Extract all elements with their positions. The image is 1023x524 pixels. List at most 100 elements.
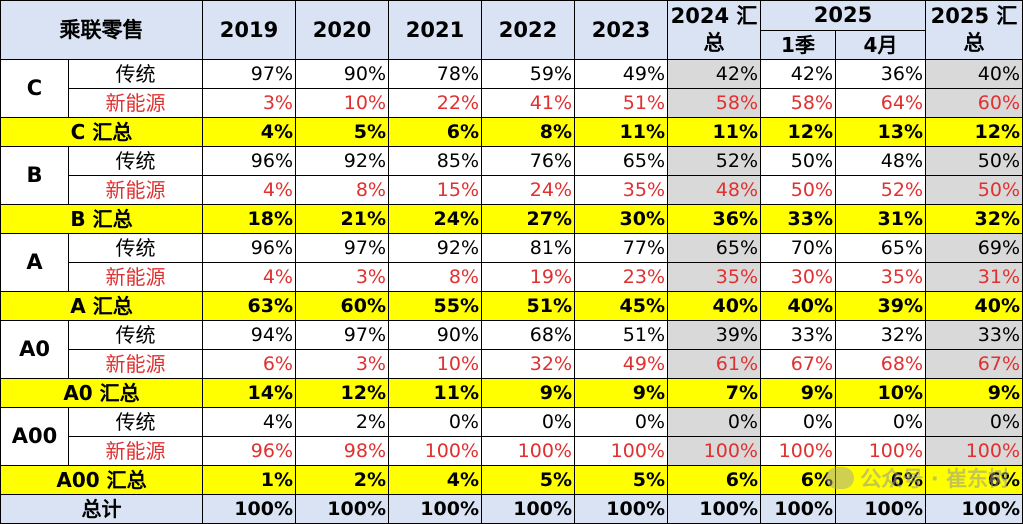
value-cell: 97% xyxy=(295,233,389,263)
total-value-cell: 12% xyxy=(925,117,1023,147)
value-cell: 94% xyxy=(202,320,296,350)
value-cell: 100% xyxy=(388,436,482,466)
segment-label: A00 xyxy=(0,407,69,466)
value-cell: 98% xyxy=(295,436,389,466)
total-value-cell: 14% xyxy=(202,378,296,408)
grand-total-row: 总计 100% 100% 100% 100% 100% 100% 100% 100% 100% xyxy=(0,494,1023,524)
value-cell: 40% xyxy=(925,59,1023,89)
total-value-cell: 12% xyxy=(760,117,836,147)
value-cell: 0% xyxy=(574,407,668,437)
total-value-cell: 8% xyxy=(481,117,575,147)
total-value-cell: 9% xyxy=(574,378,668,408)
value-cell: 65% xyxy=(667,233,761,263)
total-value-cell: 51% xyxy=(481,291,575,321)
grand-total-value-cell: 100% xyxy=(202,494,296,524)
segment-total-row: B 汇总 18% 21% 24% 27% 30% 36% 33% 31% 32% xyxy=(0,204,1023,234)
total-value-cell: 39% xyxy=(834,291,927,321)
value-cell: 96% xyxy=(202,146,296,176)
value-cell: 19% xyxy=(481,262,575,292)
grand-total-value-cell: 100% xyxy=(834,494,927,524)
year-header-2020: 2020 xyxy=(295,0,389,60)
total-value-cell: 4% xyxy=(388,465,482,495)
value-cell: 48% xyxy=(667,175,761,205)
value-cell: 100% xyxy=(481,436,575,466)
table-row: A 传统 96% 97% 92% 81% 77% 65% 70% 65% 69% xyxy=(0,233,1023,292)
value-cell: 32% xyxy=(834,320,927,350)
value-cell: 67% xyxy=(760,349,836,379)
segment-total-label: A00 汇总 xyxy=(0,465,203,495)
segment-total-row: A 汇总 63% 60% 55% 51% 45% 40% 40% 39% 40% xyxy=(0,291,1023,321)
value-cell: 68% xyxy=(834,349,927,379)
total-value-cell: 11% xyxy=(388,378,482,408)
value-cell: 49% xyxy=(574,59,668,89)
value-cell: 0% xyxy=(388,407,482,437)
total-value-cell: 40% xyxy=(925,291,1023,321)
grand-total-value-cell: 100% xyxy=(925,494,1023,524)
value-cell: 49% xyxy=(574,349,668,379)
segment-total-label: C 汇总 xyxy=(0,117,203,147)
grand-total-value-cell: 100% xyxy=(481,494,575,524)
value-cell: 3% xyxy=(295,349,389,379)
total-value-cell: 30% xyxy=(574,204,668,234)
value-cell: 65% xyxy=(574,146,668,176)
grand-total-value-cell: 100% xyxy=(667,494,761,524)
total-value-cell: 4% xyxy=(202,117,296,147)
total-value-cell: 6% xyxy=(388,117,482,147)
total-value-cell: 12% xyxy=(295,378,389,408)
value-cell: 97% xyxy=(202,59,296,89)
value-cell: 70% xyxy=(760,233,836,263)
value-cell: 51% xyxy=(574,88,668,118)
total-value-cell: 36% xyxy=(667,204,761,234)
table-row: 新能源 4% 3% 8% 19% 23% 35% 30% 35% 31% xyxy=(1,262,1023,292)
value-cell: 92% xyxy=(388,233,482,263)
value-cell: 10% xyxy=(295,88,389,118)
value-cell: 60% xyxy=(925,88,1023,118)
total-value-cell: 24% xyxy=(388,204,482,234)
value-cell: 69% xyxy=(925,233,1023,263)
total-value-cell: 1% xyxy=(202,465,296,495)
value-cell: 8% xyxy=(295,175,389,205)
segment-label: A xyxy=(0,233,69,292)
segment-total-label: A0 汇总 xyxy=(0,378,203,408)
row-label: 新能源 xyxy=(68,88,203,118)
total-value-cell: 13% xyxy=(834,117,927,147)
total-value-cell: 40% xyxy=(667,291,761,321)
total-value-cell: 60% xyxy=(295,291,389,321)
segment-total-row: A0 汇总 14% 12% 11% 9% 9% 7% 9% 10% 9% xyxy=(0,378,1023,408)
total-value-cell: 33% xyxy=(760,204,836,234)
value-cell: 0% xyxy=(834,407,927,437)
row-label: 新能源 xyxy=(68,349,203,379)
value-cell: 42% xyxy=(667,59,761,89)
table-row: 新能源 6% 3% 10% 32% 49% 61% 67% 68% 67% xyxy=(1,349,1023,379)
year-header-2023: 2023 xyxy=(574,0,668,60)
value-cell: 90% xyxy=(295,59,389,89)
total-value-cell: 5% xyxy=(574,465,668,495)
value-cell: 59% xyxy=(481,59,575,89)
value-cell: 90% xyxy=(388,320,482,350)
year-header-2025: 2025 xyxy=(759,0,927,31)
total-value-cell: 6% xyxy=(760,465,836,495)
value-cell: 96% xyxy=(202,233,296,263)
value-cell: 61% xyxy=(667,349,761,379)
value-cell: 58% xyxy=(667,88,761,118)
value-cell: 35% xyxy=(574,175,668,205)
value-cell: 22% xyxy=(388,88,482,118)
total-value-cell: 5% xyxy=(481,465,575,495)
table-row: 新能源 4% 8% 15% 24% 35% 48% 50% 52% 50% xyxy=(1,175,1023,205)
value-cell: 97% xyxy=(295,320,389,350)
segment-label: C xyxy=(0,59,69,118)
value-cell: 35% xyxy=(834,262,927,292)
total-value-cell: 9% xyxy=(760,378,836,408)
total-value-cell: 63% xyxy=(202,291,296,321)
value-cell: 8% xyxy=(388,262,482,292)
value-cell: 0% xyxy=(925,407,1023,437)
value-cell: 100% xyxy=(667,436,761,466)
value-cell: 3% xyxy=(295,262,389,292)
segment-total-label: B 汇总 xyxy=(0,204,203,234)
total-value-cell: 31% xyxy=(834,204,927,234)
grand-total-value-cell: 100% xyxy=(574,494,668,524)
row-label: 新能源 xyxy=(68,436,203,466)
value-cell: 51% xyxy=(574,320,668,350)
segment-label: B xyxy=(0,146,69,205)
grand-total-value-cell: 100% xyxy=(295,494,389,524)
